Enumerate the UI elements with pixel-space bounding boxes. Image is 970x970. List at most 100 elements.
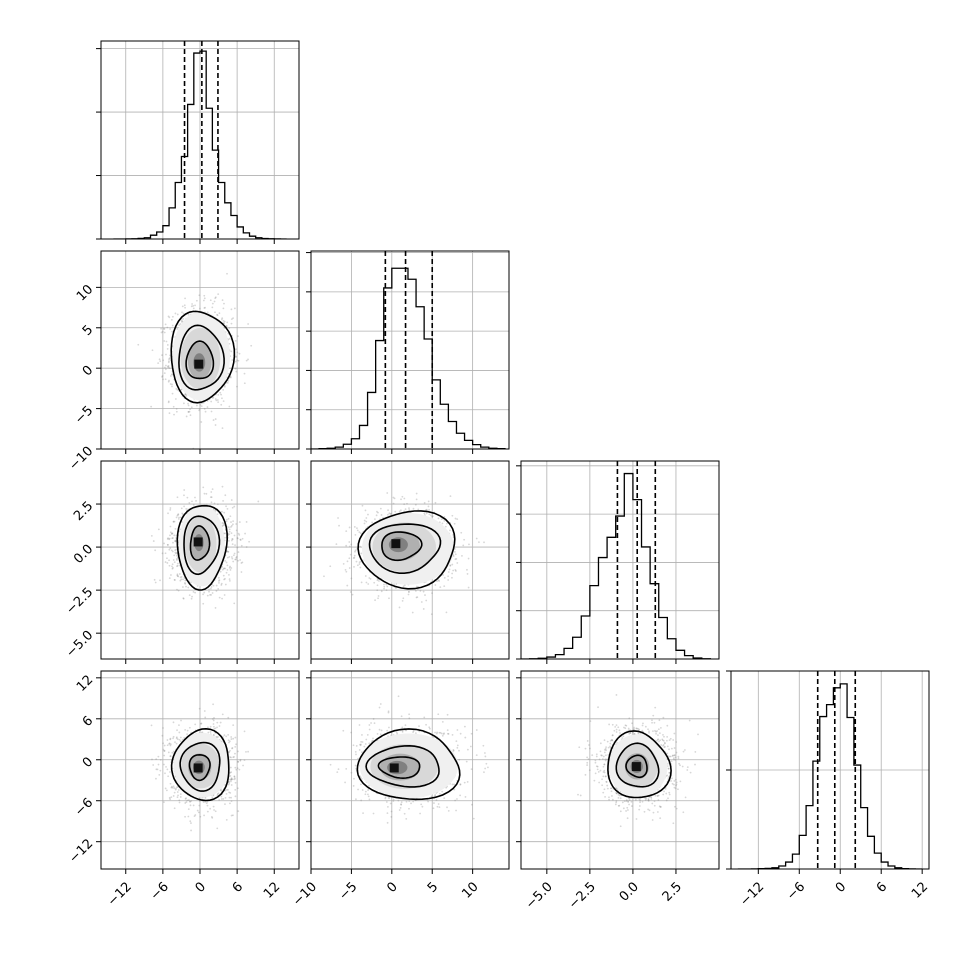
scatter-point: [230, 322, 233, 325]
scatter-point: [236, 359, 238, 362]
scatter-point: [227, 540, 230, 542]
scatter-point: [203, 297, 206, 300]
scatter-point: [168, 358, 170, 361]
scatter-point: [162, 727, 164, 729]
panel-frame: [520, 460, 720, 660]
scatter-point: [223, 594, 226, 596]
scatter-point: [209, 593, 211, 596]
scatter-point: [401, 495, 404, 498]
scatter-point: [338, 524, 340, 527]
scatter-point: [217, 587, 220, 590]
scatter-point: [176, 564, 179, 567]
scatter-point: [183, 304, 186, 307]
scatter-point: [195, 500, 197, 502]
scatter-point: [154, 581, 157, 584]
scatter-point: [337, 517, 339, 519]
scatter-point: [161, 354, 163, 356]
scatter-point: [155, 768, 158, 771]
scatter-point: [438, 580, 440, 582]
scatter-point: [164, 366, 166, 369]
scatter-point: [356, 527, 358, 530]
scatter-point: [174, 551, 177, 554]
scatter-point: [218, 581, 220, 584]
scatter-point: [169, 798, 172, 801]
scatter-point: [224, 532, 227, 535]
scatter-point: [194, 496, 196, 499]
scatter-point: [224, 536, 226, 539]
scatter-point: [167, 544, 169, 546]
scatter-point: [199, 307, 201, 310]
scatter-point: [237, 359, 240, 362]
scatter-point: [345, 570, 348, 573]
scatter-point: [176, 313, 179, 316]
scatter-point: [165, 364, 167, 367]
scatter-point: [210, 491, 213, 493]
scatter-point: [230, 800, 233, 802]
scatter-point: [227, 783, 230, 786]
scatter-point: [152, 540, 155, 542]
scatter-point: [176, 514, 179, 517]
scatter-point: [218, 799, 221, 801]
scatter-point: [210, 496, 213, 499]
scatter-point: [200, 421, 203, 423]
scatter-point: [202, 486, 205, 489]
scatter-point: [233, 778, 236, 781]
scatter-point: [171, 567, 174, 570]
scatter-point: [348, 557, 351, 560]
scatter-point: [177, 589, 180, 592]
scatter-point: [212, 419, 215, 421]
scatter-point: [344, 568, 347, 571]
scatter-point: [164, 772, 166, 775]
scatter-point: [169, 375, 172, 377]
scatter-point: [248, 540, 251, 543]
scatter-point: [212, 733, 215, 736]
scatter-point: [176, 786, 178, 789]
scatter-point: [222, 524, 225, 526]
scatter-point: [323, 575, 325, 578]
scatter-point: [172, 520, 175, 523]
scatter-point: [206, 594, 209, 597]
scatter-point: [354, 550, 356, 553]
scatter-point: [218, 596, 221, 599]
scatter-point: [400, 509, 402, 512]
scatter-point: [168, 316, 171, 319]
scatter-point: [240, 571, 243, 573]
scatter-point: [359, 545, 361, 548]
marginal-panel-3: [726, 670, 930, 874]
scatter-point: [348, 567, 351, 569]
scatter-point: [180, 388, 183, 391]
scatter-point: [235, 743, 237, 746]
scatter-point: [172, 566, 174, 569]
scatter-point: [358, 531, 361, 534]
scatter-point: [211, 488, 214, 491]
scatter-point: [167, 512, 169, 515]
scatter-point: [228, 528, 231, 531]
scatter-point: [240, 544, 243, 547]
scatter-point: [229, 780, 232, 783]
scatter-point: [228, 555, 231, 558]
scatter-point: [211, 302, 214, 305]
scatter-point: [199, 815, 202, 818]
scatter-point: [392, 496, 395, 499]
scatter-point: [461, 554, 463, 557]
scatter-point: [408, 509, 411, 511]
scatter-point: [220, 393, 222, 396]
scatter-point: [415, 585, 418, 588]
scatter-point: [219, 570, 222, 573]
scatter-point: [176, 573, 179, 576]
scatter-point: [210, 410, 213, 413]
scatter-point: [159, 758, 162, 761]
scatter-point: [445, 611, 448, 614]
scatter-point: [218, 312, 221, 315]
scatter-point: [172, 737, 174, 740]
scatter-point: [444, 525, 447, 528]
scatter-point: [203, 591, 206, 594]
contour-2: [357, 510, 456, 590]
scatter-point: [229, 515, 232, 518]
scatter-point: [237, 551, 240, 553]
scatter-point: [402, 585, 405, 588]
scatter-point: [402, 597, 405, 600]
scatter-point: [348, 526, 351, 529]
scatter-point: [352, 557, 355, 560]
scatter-point: [225, 324, 228, 327]
